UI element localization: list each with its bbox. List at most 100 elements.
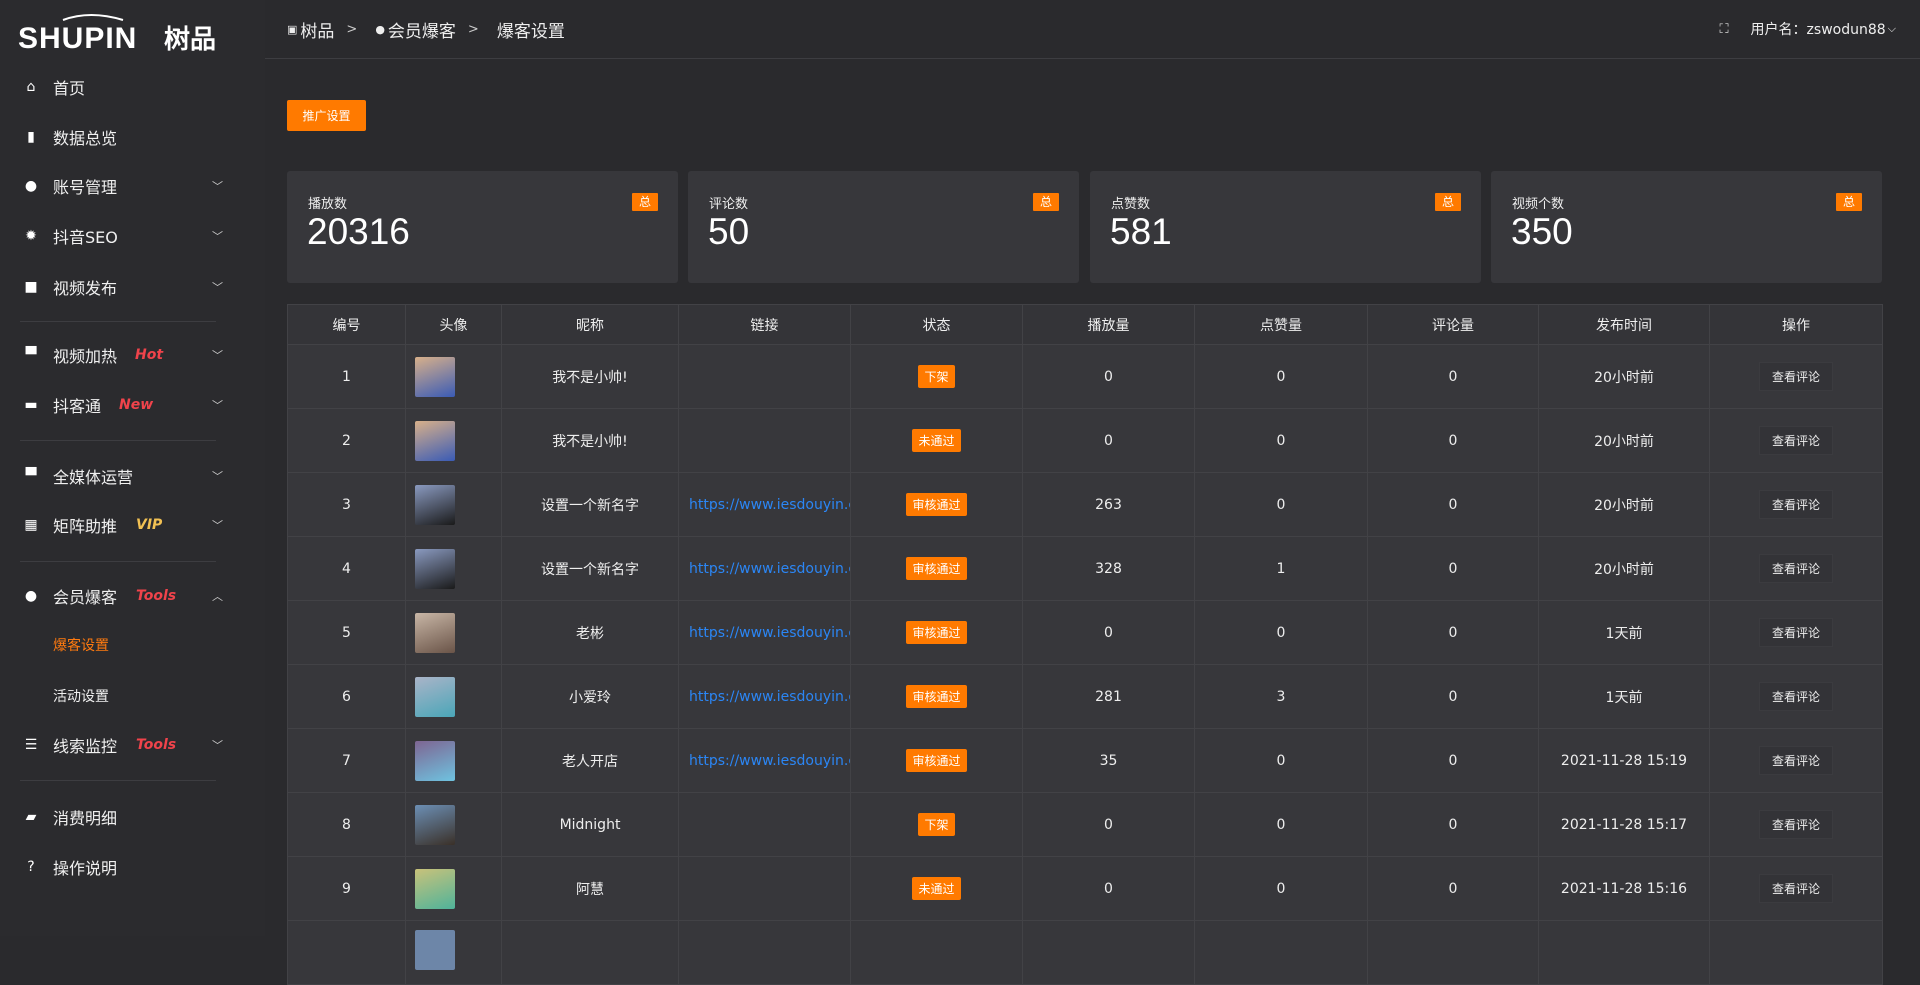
video-link[interactable] [678, 856, 851, 921]
sidebar-item-11[interactable]: 活动设置 [0, 672, 265, 720]
chevron-up-icon: ︿ [212, 590, 223, 603]
chevron-down-icon[interactable]: ⌵ [1887, 22, 1896, 35]
view-comments-button[interactable]: 查看评论 [1758, 874, 1833, 903]
chevron-down-icon: ﹀ [212, 399, 223, 412]
chat-icon: ▬ [24, 397, 38, 413]
avatar [415, 676, 455, 717]
sidebar-item-7[interactable]: ▀ 全媒体运营 ﹀ [0, 452, 265, 500]
chevron-down-icon: ﹀ [212, 739, 223, 752]
stat-title: 视频个数 [1512, 197, 1565, 212]
play-count: 0 [1022, 792, 1195, 857]
user-menu[interactable]: 用户名：zswodun88 [1750, 22, 1886, 38]
row-id: 9 [287, 856, 406, 921]
status-badge: 审核通过 [906, 685, 967, 708]
monitor-icon: ▀ [25, 347, 37, 363]
nickname: 我不是小帅! [501, 408, 679, 473]
column-header: 评论量 [1367, 304, 1539, 345]
comment-count: 0 [1367, 344, 1539, 409]
sidebar-item-10[interactable]: 爆客设置 [0, 621, 265, 669]
sidebar-badge: Tools [136, 737, 177, 753]
sidebar-item-3[interactable]: ✹ 抖音SEO ﹀ [0, 212, 265, 260]
sidebar-item-1[interactable]: ▮ 数据总览 [0, 113, 265, 161]
row-id: 2 [287, 408, 406, 473]
sidebar-item-2[interactable]: ● 账号管理 ﹀ [0, 162, 265, 210]
video-link[interactable] [678, 792, 851, 857]
sidebar-item-14[interactable]: ? 操作说明 [0, 843, 265, 891]
total-badge: 总 [1033, 193, 1059, 211]
view-comments-button[interactable]: 查看评论 [1758, 682, 1833, 711]
view-comments-button[interactable]: 查看评论 [1758, 810, 1833, 839]
nickname: 阿慧 [501, 856, 679, 921]
view-comments-button[interactable]: 查看评论 [1758, 554, 1833, 583]
chart-icon: ▣ [287, 22, 298, 36]
row-id: 6 [287, 664, 406, 729]
stat-title: 点赞数 [1111, 197, 1151, 212]
sidebar-item-label: 数据总览 [53, 129, 118, 148]
fullscreen-icon[interactable]: ⛶ [1719, 21, 1729, 37]
view-comments-button[interactable]: 查看评论 [1758, 746, 1833, 775]
promo-settings-button[interactable]: 推广设置 [287, 100, 366, 131]
comment-count: 0 [1367, 664, 1539, 729]
sidebar-item-12[interactable]: ☰ 线索监控 Tools ﹀ [0, 721, 265, 769]
video-link[interactable]: https://www.iesdouyin.c [678, 472, 851, 537]
status-badge: 下架 [918, 365, 955, 388]
total-badge: 总 [1435, 193, 1461, 211]
nickname: 设置一个新名字 [501, 536, 679, 601]
total-badge: 总 [632, 193, 658, 211]
publish-time: 1天前 [1538, 600, 1710, 665]
video-link[interactable] [678, 408, 851, 473]
view-comments-button[interactable]: 查看评论 [1758, 618, 1833, 647]
table-row: 6 小爱玲 https://www.iesdouyin.c 审核通过 281 3… [287, 664, 1883, 729]
avatar [415, 804, 455, 845]
view-comments-button[interactable]: 查看评论 [1758, 426, 1833, 455]
table-row: 5 老彬 https://www.iesdouyin.c 审核通过 0 0 0 … [287, 600, 1883, 665]
sidebar-item-6[interactable]: ▬ 抖客通 New ﹀ [0, 381, 265, 429]
sidebar-item-4[interactable]: ■ 视频发布 ﹀ [0, 263, 265, 311]
view-comments-button[interactable]: 查看评论 [1758, 490, 1833, 519]
video-link[interactable] [678, 344, 851, 409]
like-count: 1 [1194, 536, 1368, 601]
column-header: 编号 [287, 304, 406, 345]
bar-chart-icon: ▮ [27, 129, 35, 145]
top-header: ▣ 树品 > ● 会员爆客 > 爆客设置 ⛶ 用户名：zswodun88 ⌵ [265, 0, 1920, 59]
breadcrumb-member[interactable]: 会员爆客 [387, 21, 456, 42]
wallet-icon: ▰ [25, 809, 37, 825]
status-badge: 未通过 [912, 877, 961, 900]
comment-count: 0 [1367, 728, 1539, 793]
user-icon: ● [24, 178, 38, 194]
breadcrumb-home[interactable]: 树品 [300, 21, 335, 42]
like-count: 0 [1194, 856, 1368, 921]
play-count: 263 [1022, 472, 1195, 537]
sidebar-item-8[interactable]: ▦ 矩阵助推 VIP ﹀ [0, 501, 265, 549]
play-count: 0 [1022, 856, 1195, 921]
logo[interactable]: SHUPIN 树品 [18, 10, 228, 54]
sidebar-item-5[interactable]: ▀ 视频加热 Hot ﹀ [0, 331, 265, 379]
column-header: 播放量 [1022, 304, 1195, 345]
data-table: 编号 头像 昵称 链接 状态 播放量 点赞量 评论量 发布时间 操作 1 我不是小帅! 下架 0 … [287, 304, 1883, 985]
publish-time: 20小时前 [1538, 536, 1710, 601]
table-row: 9 阿慧 未通过 0 0 0 2021-11-28 15:16 查看评论 [287, 856, 1883, 921]
sidebar-item-0[interactable]: ⌂ 首页 [0, 63, 265, 111]
video-link[interactable]: https://www.iesdouyin.c [678, 664, 851, 729]
video-link[interactable]: https://www.iesdouyin.c [678, 600, 851, 665]
table-row: 1 我不是小帅! 下架 0 0 0 20小时前 查看评论 [287, 344, 1883, 409]
sidebar-item-label: 消费明细 [53, 809, 118, 828]
publish-time: 1天前 [1538, 664, 1710, 729]
view-comments-button[interactable]: 查看评论 [1758, 362, 1833, 391]
breadcrumb: ▣ 树品 > ● 会员爆客 > 爆客设置 [287, 17, 565, 42]
publish-time: 20小时前 [1538, 472, 1710, 537]
video-link[interactable]: https://www.iesdouyin.c [678, 536, 851, 601]
avatar [415, 420, 455, 461]
comment-count: 0 [1367, 600, 1539, 665]
sidebar-item-9[interactable]: ● 会员爆客 Tools ︿ [0, 572, 265, 620]
row-id: 8 [287, 792, 406, 857]
sidebar-item-13[interactable]: ▰ 消费明细 [0, 793, 265, 841]
video-link[interactable]: https://www.iesdouyin.c [678, 728, 851, 793]
play-count: 0 [1022, 600, 1195, 665]
row-id: 4 [287, 536, 406, 601]
chevron-right-icon: > [346, 21, 358, 37]
chevron-down-icon: ﹀ [212, 230, 223, 243]
chevron-down-icon: ﹀ [212, 281, 223, 294]
sidebar-badge: New [119, 397, 154, 413]
like-count: 0 [1194, 728, 1368, 793]
